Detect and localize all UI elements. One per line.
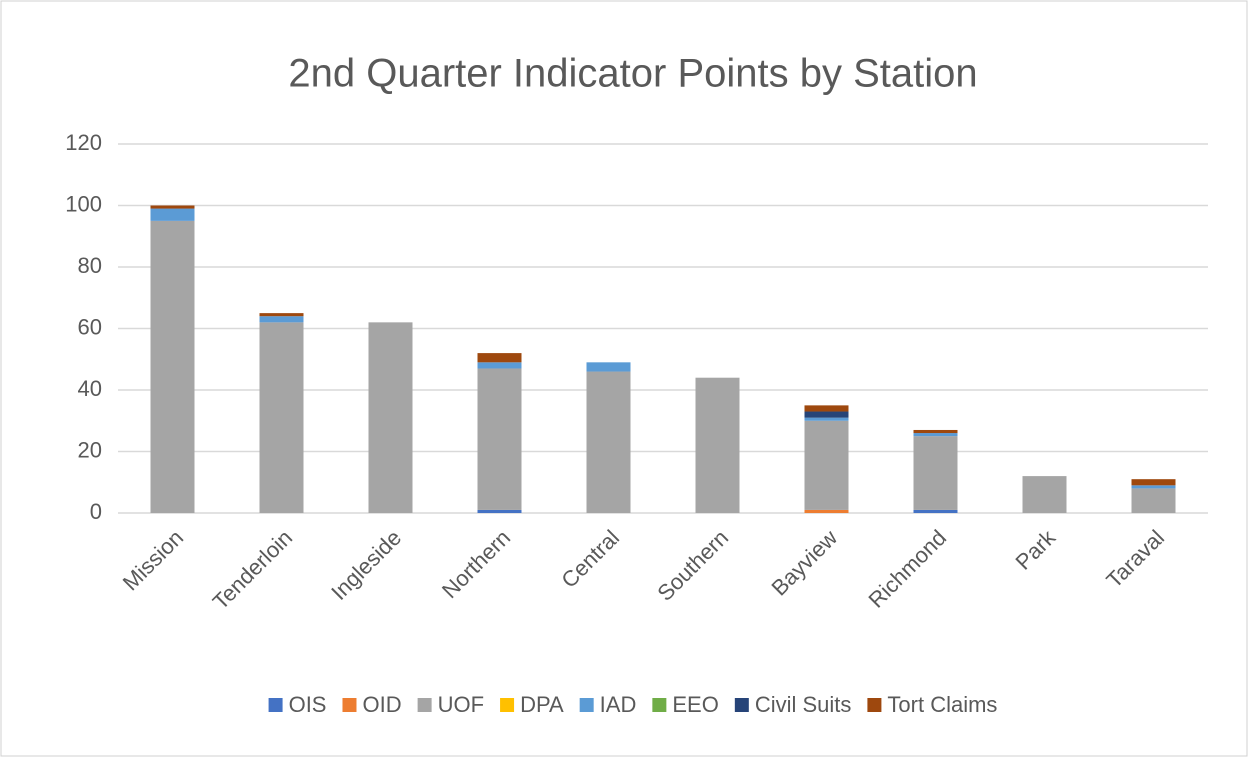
y-tick-label: 60 bbox=[78, 314, 102, 339]
legend-label: OID bbox=[362, 692, 401, 717]
bar-segment bbox=[477, 368, 522, 510]
legend-label: Civil Suits bbox=[755, 692, 852, 717]
bar-segment bbox=[259, 316, 304, 323]
legend-label: Tort Claims bbox=[887, 692, 997, 717]
bar-segment bbox=[150, 220, 195, 513]
bar-segment bbox=[477, 362, 522, 369]
bar-segment bbox=[1131, 479, 1176, 486]
y-tick-label: 120 bbox=[65, 130, 102, 155]
bar-segment bbox=[804, 509, 849, 513]
bar-segment bbox=[913, 433, 958, 437]
legend-swatch bbox=[417, 698, 432, 712]
legend-swatch bbox=[579, 698, 594, 712]
bar-segment bbox=[804, 411, 849, 418]
bar-segment bbox=[586, 371, 631, 513]
bar-segment bbox=[913, 509, 958, 513]
bar-segment bbox=[1131, 488, 1176, 513]
y-tick-label: 20 bbox=[78, 437, 102, 462]
y-tick-label: 0 bbox=[90, 499, 102, 524]
bar-segment bbox=[804, 420, 849, 510]
legend-label: UOF bbox=[438, 692, 484, 717]
legend-label: DPA bbox=[520, 692, 564, 717]
legend-label: EEO bbox=[672, 692, 718, 717]
bar-segment bbox=[259, 322, 304, 513]
bar-segment bbox=[368, 322, 413, 513]
bar-segment bbox=[477, 353, 522, 363]
bar-segment bbox=[477, 509, 522, 513]
bar-segment bbox=[586, 362, 631, 372]
legend-swatch bbox=[268, 698, 283, 712]
legend-swatch bbox=[867, 698, 882, 712]
bar-segment bbox=[259, 313, 304, 317]
chart-title: 2nd Quarter Indicator Points by Station bbox=[288, 52, 977, 96]
legend-swatch bbox=[652, 698, 667, 712]
bar-segment bbox=[1022, 476, 1067, 513]
bar-segment bbox=[804, 417, 849, 421]
bar-segment bbox=[913, 436, 958, 510]
legend-swatch bbox=[342, 698, 357, 712]
legend-label: OIS bbox=[289, 692, 327, 717]
legend-swatch bbox=[500, 698, 515, 712]
bar-segment bbox=[150, 205, 195, 209]
bar-segment bbox=[150, 208, 195, 221]
legend-label: IAD bbox=[600, 692, 637, 717]
bar-segment bbox=[1131, 485, 1176, 489]
y-tick-label: 40 bbox=[78, 376, 102, 401]
bar-segment bbox=[804, 405, 849, 412]
y-tick-label: 100 bbox=[65, 191, 102, 216]
bar-segment bbox=[695, 377, 740, 513]
legend-swatch bbox=[734, 698, 749, 712]
y-tick-label: 80 bbox=[78, 253, 102, 278]
bar-segment bbox=[913, 429, 958, 434]
